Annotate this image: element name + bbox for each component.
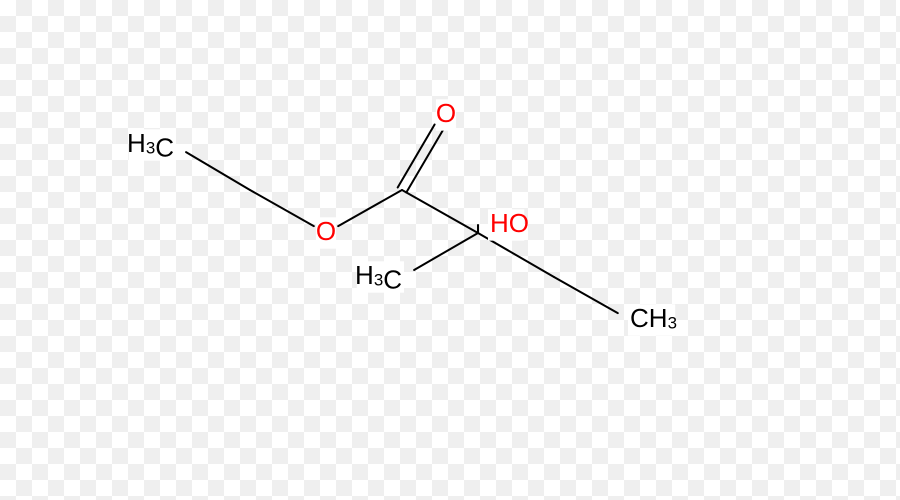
molecule-svg: H3COOHOH3CCH3 [0,0,900,500]
bond-line [406,130,443,193]
bond-line [186,152,250,190]
bond-line [402,190,478,233]
bond-line [338,190,402,226]
atom-label-a6: HO [490,208,529,238]
bond-line [250,190,314,226]
bond-line [414,233,478,270]
bond-line [398,125,435,188]
atom-label-layer: H3COOHOH3CCH3 [127,98,677,333]
canvas: H3COOHOH3CCH3 [0,0,900,500]
atom-label-a2: O [316,216,336,246]
atom-label-a4: O [436,98,456,128]
bond-line [554,277,618,313]
